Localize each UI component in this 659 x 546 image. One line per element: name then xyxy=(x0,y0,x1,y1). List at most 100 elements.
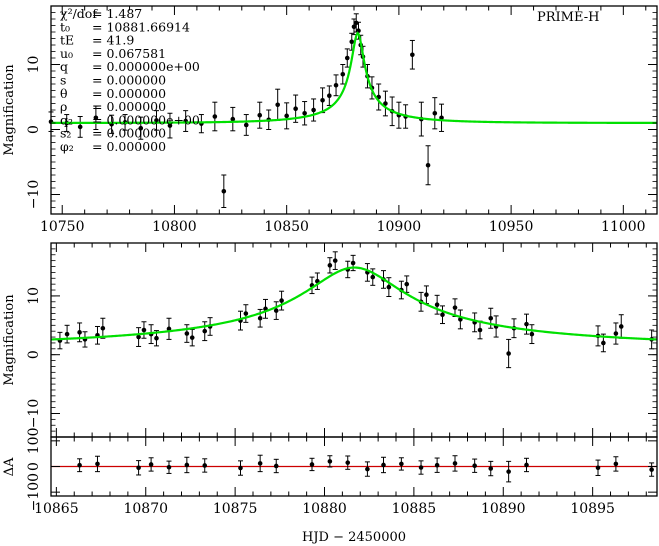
param-value: = 0.000000 xyxy=(92,126,166,141)
overview-marker xyxy=(221,188,227,194)
zoom-marker xyxy=(166,326,172,332)
zoom-marker xyxy=(618,324,624,329)
zoom-point xyxy=(477,320,483,340)
residual-marker xyxy=(418,465,424,470)
overview-model-curve xyxy=(51,31,657,125)
zoom-ytick-label: −10 xyxy=(26,399,42,429)
zoom-marker xyxy=(64,331,70,337)
param-name: ρ xyxy=(60,99,67,114)
overview-marker xyxy=(425,162,431,168)
zoom-marker xyxy=(243,311,249,316)
overview-point xyxy=(376,83,382,111)
overview-point xyxy=(77,116,83,138)
zoom-marker xyxy=(332,258,338,263)
residual-point xyxy=(184,456,190,474)
zoom-point xyxy=(457,309,463,330)
overview-point xyxy=(340,64,346,85)
zoom-marker xyxy=(154,335,159,341)
zoom-marker xyxy=(202,328,208,334)
overview-marker xyxy=(410,52,415,58)
overview-point xyxy=(320,87,326,114)
fit-parameters: χ²/dof= 1.487 t₀ = 10881.66914 tE = 41.9 u₀ = … xyxy=(60,6,200,154)
zoom-point xyxy=(273,301,279,320)
param-name: s xyxy=(60,73,66,88)
zoom-marker xyxy=(404,281,410,287)
param-name: q xyxy=(60,59,68,74)
zoom-point xyxy=(189,328,195,347)
zoom-marker xyxy=(77,330,82,335)
overview-point xyxy=(333,74,339,97)
residual-point xyxy=(309,457,315,472)
residual-data-points xyxy=(77,454,655,483)
residual-marker xyxy=(148,462,154,467)
param-value: = 0.000000 xyxy=(92,99,166,114)
overview-point xyxy=(93,105,99,130)
zoom-point xyxy=(94,325,100,345)
param-name: s₂ xyxy=(60,126,71,141)
residual-ytick-label: 0 xyxy=(26,462,42,471)
residual-point xyxy=(364,461,370,477)
residual-marker xyxy=(273,463,279,469)
param-value: = 10881.66914 xyxy=(92,19,190,34)
zoom-point xyxy=(364,263,370,282)
residual-xtick-label: 10885 xyxy=(392,501,437,517)
residual-xtick-label: 10875 xyxy=(213,501,258,517)
zoom-point xyxy=(243,304,249,323)
residual-point xyxy=(257,454,263,473)
zoom-marker xyxy=(506,351,511,356)
zoom-point xyxy=(136,327,142,347)
overview-marker xyxy=(320,97,325,103)
param-name: χ²/dof xyxy=(60,6,98,21)
zoom-marker xyxy=(488,315,494,321)
overview-point xyxy=(409,39,415,70)
overview-marker xyxy=(349,39,355,45)
residual-marker xyxy=(488,466,494,471)
overview-marker xyxy=(439,115,444,121)
param-name: tE xyxy=(60,33,74,48)
residual-marker xyxy=(327,459,333,464)
overview-marker xyxy=(230,116,236,122)
zoom-marker xyxy=(257,315,263,321)
param-value: = 1.487 xyxy=(92,6,142,21)
overview-marker xyxy=(77,124,83,130)
residual-point xyxy=(418,460,424,475)
residual-xtick-label: 10895 xyxy=(570,501,615,517)
zoom-point xyxy=(279,290,285,311)
overview-ylabel: Magnification xyxy=(2,64,17,156)
residual-point xyxy=(434,457,440,473)
zoom-marker xyxy=(370,274,376,280)
residual-marker xyxy=(309,462,315,467)
zoom-point xyxy=(493,315,499,338)
overview-marker xyxy=(311,107,316,113)
zoom-point xyxy=(327,257,333,274)
overview-panel: −10 0 10 10750 10800 10850 10900 10950 11000 χ²/… xyxy=(2,5,658,235)
overview-point xyxy=(167,112,173,139)
overview-point xyxy=(425,145,431,186)
param-name: t₀ xyxy=(60,19,70,34)
residual-marker xyxy=(506,469,511,474)
zoom-model-curve xyxy=(50,266,658,341)
residual-point xyxy=(202,458,208,473)
overview-ytick-label: 10 xyxy=(26,56,42,74)
param-value: = 0.000000 xyxy=(92,139,166,154)
zoom-point xyxy=(141,321,147,339)
param-name: φ₂ xyxy=(60,139,74,154)
residual-marker xyxy=(524,462,529,468)
residual-marker xyxy=(166,464,172,470)
zoom-ytick-label: 0 xyxy=(26,350,42,359)
zoom-marker xyxy=(279,298,284,303)
residual-marker xyxy=(472,463,477,469)
zoom-marker xyxy=(613,331,619,336)
residual-point xyxy=(524,457,530,473)
residual-ytick-label: 100 xyxy=(26,427,42,454)
zoom-marker xyxy=(273,308,279,313)
overview-marker xyxy=(275,102,280,108)
zoom-point xyxy=(613,322,619,345)
overview-marker xyxy=(353,20,359,26)
residual-marker xyxy=(238,465,243,471)
overview-marker xyxy=(293,106,298,111)
overview-point xyxy=(230,106,236,132)
zoom-axes: −10 0 10 xyxy=(26,242,657,438)
zoom-marker xyxy=(350,260,356,266)
